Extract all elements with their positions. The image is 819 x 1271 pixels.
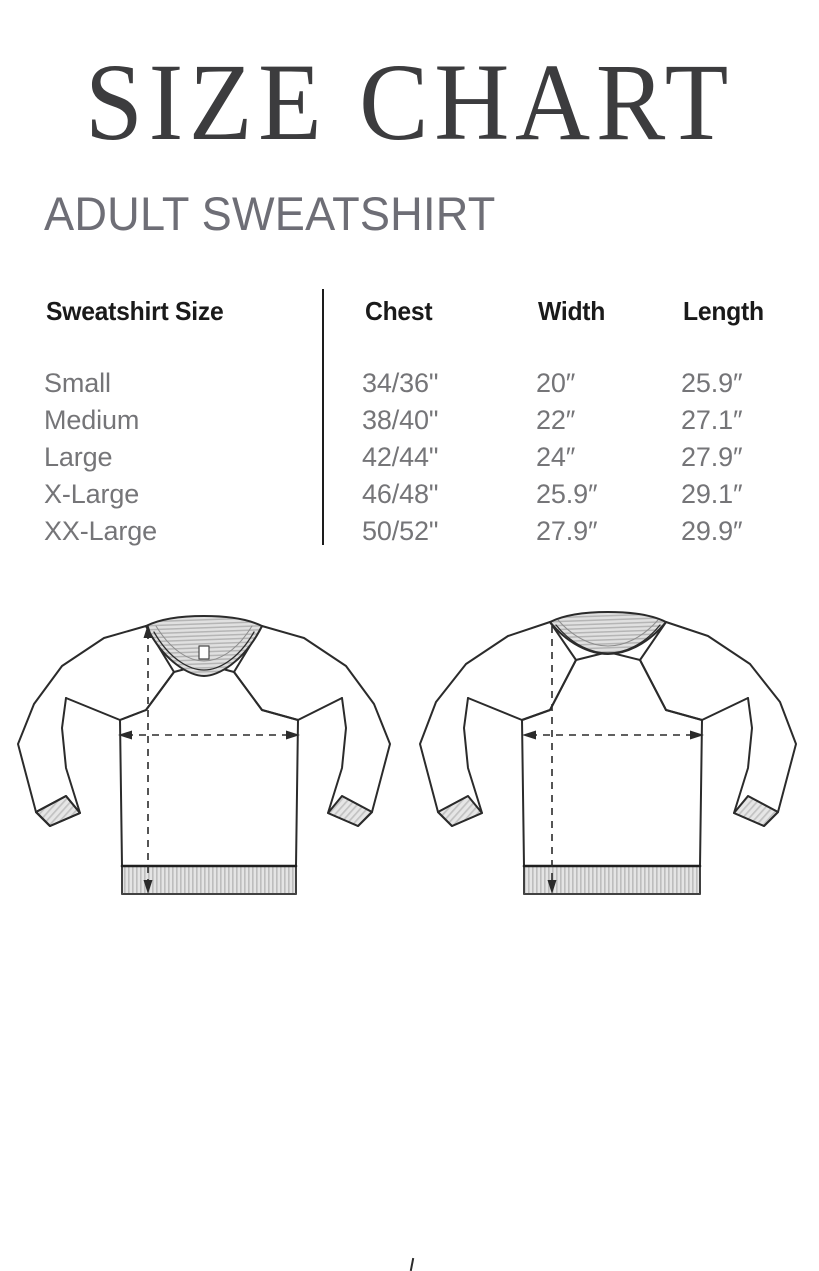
column-header-length: Length <box>683 296 764 326</box>
cell-length: 27.1″ <box>681 405 743 435</box>
cell-width: 25.9″ <box>536 479 598 509</box>
sweatshirt-front-view <box>17 615 391 895</box>
cell-chest: 38/40" <box>362 405 439 435</box>
cell-size: Medium <box>44 405 140 435</box>
sweatshirt-illustrations <box>0 598 819 1271</box>
cell-width: 20″ <box>536 368 576 398</box>
cell-size: Large <box>44 442 113 472</box>
sweatshirt-back-view <box>419 611 797 895</box>
table-column-divider <box>322 289 324 545</box>
length-arrow <box>547 626 557 894</box>
width-arrow <box>118 730 300 740</box>
size-chart-table: Sweatshirt Size Chest Width Length Small… <box>0 0 819 560</box>
length-arrow <box>143 624 153 894</box>
table-row: Small 34/36" 20″ 25.9″ <box>0 368 819 405</box>
cell-width: 22″ <box>536 405 576 435</box>
cell-chest: 46/48" <box>362 479 439 509</box>
cell-chest: 50/52" <box>362 516 439 546</box>
column-header-size: Sweatshirt Size <box>46 296 224 326</box>
stray-mark-artifact <box>409 1257 415 1271</box>
cell-width: 27.9″ <box>536 516 598 546</box>
table-row: Medium 38/40" 22″ 27.1″ <box>0 405 819 442</box>
cell-size: X-Large <box>44 479 140 509</box>
cell-chest: 42/44" <box>362 442 439 472</box>
cell-size: XX-Large <box>44 516 157 546</box>
width-arrow <box>522 730 704 740</box>
page-title: SIZE CHART <box>85 41 734 164</box>
cell-length: 25.9″ <box>681 368 743 398</box>
table-body: Small 34/36" 20″ 25.9″ Medium 38/40" 22″… <box>0 368 819 553</box>
column-header-width: Width <box>538 296 606 326</box>
cell-chest: 34/36" <box>362 368 439 398</box>
column-header-chest: Chest <box>365 296 433 326</box>
table-row: X-Large 46/48" 25.9″ 29.1″ <box>0 479 819 516</box>
cell-length: 29.1″ <box>681 479 743 509</box>
cell-size: Small <box>44 368 111 398</box>
page-subtitle: ADULT SWEATSHIRT <box>44 187 496 240</box>
cell-length: 27.9″ <box>681 442 743 472</box>
table-row: Large 42/44" 24″ 27.9″ <box>0 442 819 479</box>
table-row: XX-Large 50/52" 27.9″ 29.9″ <box>0 516 819 553</box>
cell-length: 29.9″ <box>681 516 743 546</box>
cell-width: 24″ <box>536 442 576 472</box>
